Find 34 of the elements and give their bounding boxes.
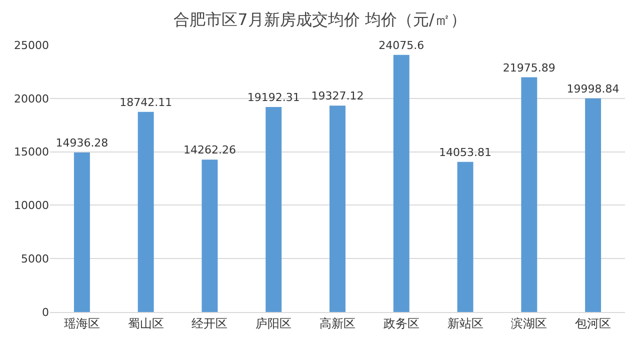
chart-title: 合肥市区7月新房成交均价 均价（元/㎡） — [174, 10, 466, 29]
y-tick-label: 10000 — [14, 199, 49, 212]
x-tick-label: 高新区 — [320, 316, 356, 330]
data-label: 18742.11 — [120, 96, 172, 109]
y-tick-label: 0 — [42, 306, 49, 319]
bar — [330, 106, 346, 312]
x-tick-label: 蜀山区 — [128, 316, 164, 330]
x-tick-label: 庐阳区 — [256, 316, 292, 330]
bar — [202, 160, 218, 312]
y-tick-label: 15000 — [14, 146, 49, 159]
bar — [138, 112, 154, 312]
y-tick-label: 25000 — [14, 38, 49, 52]
data-label: 24075.6 — [378, 38, 424, 52]
bar — [266, 107, 282, 312]
x-tick-label: 滨湖区 — [511, 316, 548, 330]
y-tick-label: 20000 — [14, 92, 49, 106]
data-label: 14262.26 — [183, 144, 236, 157]
x-tick-label: 政务区 — [383, 316, 420, 330]
x-tick-label: 新站区 — [447, 316, 484, 330]
data-label: 19998.84 — [566, 82, 620, 96]
bar — [74, 152, 90, 312]
x-tick-label: 瑶海区 — [64, 316, 100, 330]
data-label: 14053.81 — [439, 146, 492, 159]
x-tick-label: 经开区 — [192, 316, 228, 330]
y-tick-label: 5000 — [21, 252, 49, 266]
bar — [393, 54, 410, 312]
x-tick-label: 包河区 — [575, 316, 612, 330]
data-label: 19327.12 — [311, 90, 364, 103]
data-label: 21975.89 — [502, 61, 556, 74]
bar — [585, 98, 602, 312]
bar — [521, 77, 538, 312]
bar — [457, 162, 474, 312]
data-label: 19192.31 — [247, 91, 300, 104]
data-label: 14936.28 — [56, 136, 108, 150]
